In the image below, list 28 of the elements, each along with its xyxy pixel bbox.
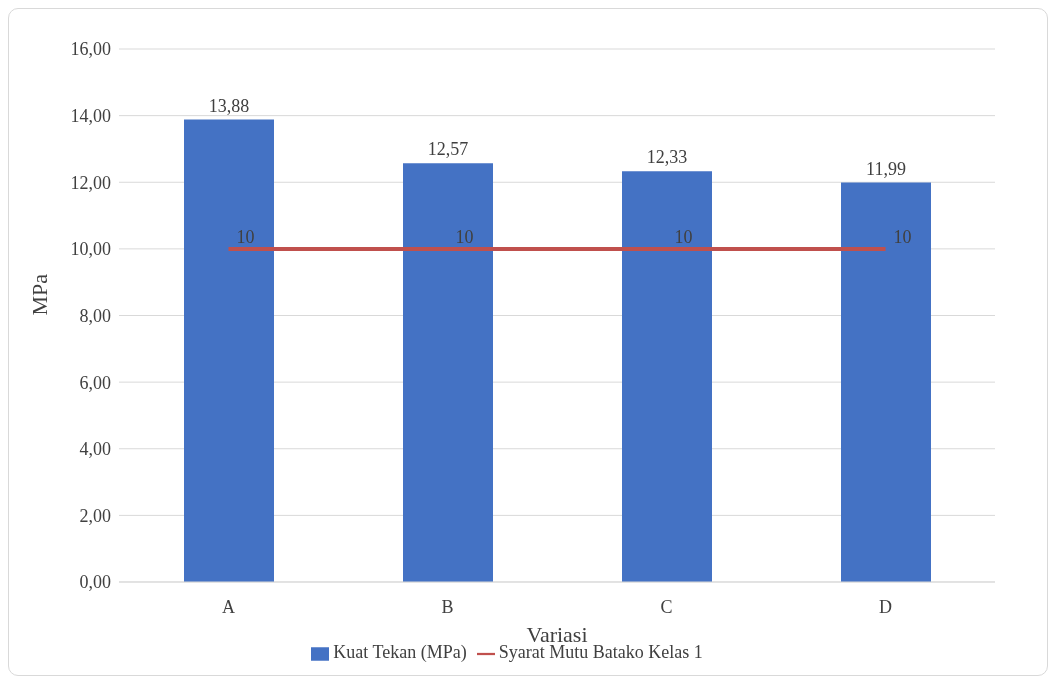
x-tick-label: B (441, 596, 454, 617)
bar (622, 171, 712, 582)
bar (841, 182, 931, 582)
y-tick-label: 4,00 (79, 439, 111, 460)
data-label: 10 (674, 226, 693, 247)
y-tick-label: 12,00 (70, 172, 111, 193)
data-label: 10 (455, 226, 474, 247)
bar (184, 119, 274, 582)
bar (403, 163, 493, 582)
x-tick-label: C (660, 596, 673, 617)
y-tick-label: 2,00 (79, 505, 111, 526)
data-label: 12,33 (646, 147, 688, 168)
legend-label: Kuat Tekan (MPa) (333, 642, 467, 662)
data-label: 11,99 (866, 158, 906, 179)
x-tick-label: D (879, 596, 892, 617)
y-tick-label: 14,00 (70, 106, 111, 127)
y-axis-title: MPa (26, 273, 52, 316)
y-tick-label: 8,00 (79, 305, 111, 326)
legend-label: Syarat Mutu Batako Kelas 1 (498, 642, 703, 662)
y-tick-label: 0,00 (79, 572, 111, 593)
y-tick-label: 6,00 (79, 372, 111, 393)
data-label: 13,88 (208, 95, 250, 116)
data-label: 10 (893, 226, 912, 247)
y-tick-label: 16,00 (70, 39, 111, 60)
x-tick-label: A (222, 596, 235, 617)
data-label: 10 (236, 226, 255, 247)
data-label: 12,57 (427, 139, 469, 160)
y-tick-label: 10,00 (70, 239, 111, 260)
